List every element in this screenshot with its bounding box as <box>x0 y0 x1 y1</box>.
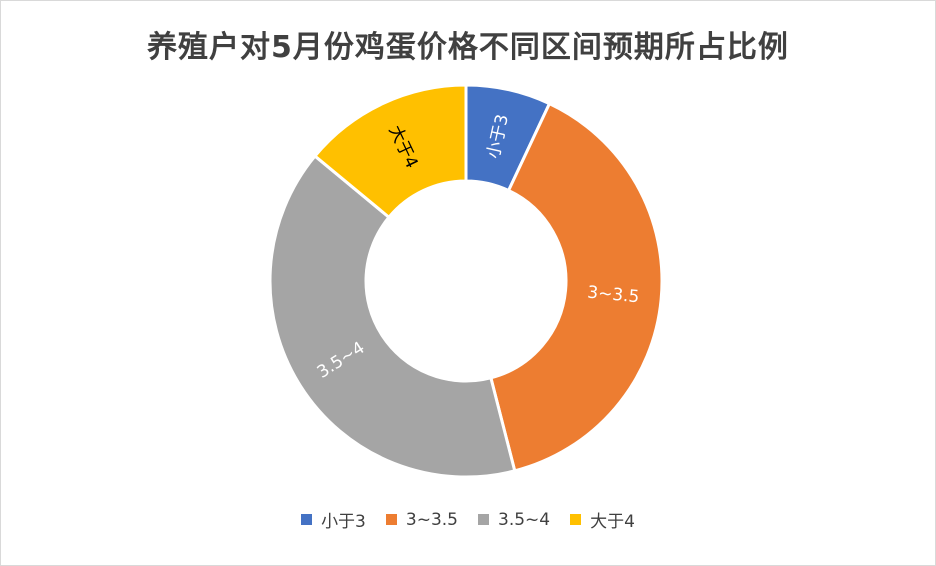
slice-3-3-5 <box>489 101 664 473</box>
legend-item-lt-3: 小于3 <box>301 507 366 532</box>
legend-item-3-5-4: 3.5~4 <box>478 510 550 530</box>
legend-swatch <box>385 514 397 525</box>
chart-legend: 小于3 3~3.5 3.5~4 大于4 <box>0 507 936 532</box>
slice-gt-4 <box>312 83 468 220</box>
legend-label: 小于3 <box>321 512 366 532</box>
slice-3-5-4 <box>268 153 517 479</box>
data-label-3-3-5: 3~3.5 <box>586 283 640 308</box>
legend-label: 大于4 <box>590 512 635 532</box>
chart-title: 养殖户对5月份鸡蛋价格不同区间预期所占比例 <box>147 30 789 65</box>
legend-item-gt-4: 大于4 <box>570 507 635 532</box>
legend-swatch <box>570 514 582 525</box>
legend-swatch <box>301 514 313 525</box>
legend-label: 3~3.5 <box>405 509 458 530</box>
legend-item-3-3-5: 3~3.5 <box>385 509 458 530</box>
legend-label: 3.5~4 <box>498 509 551 530</box>
legend-swatch <box>478 514 489 525</box>
